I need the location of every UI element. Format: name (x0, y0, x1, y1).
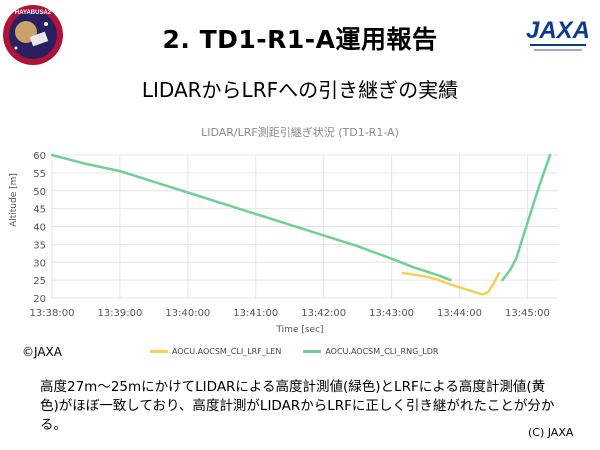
jaxa-logo-text: JAXA (526, 17, 590, 44)
y-tick-label: 20 (33, 294, 46, 305)
x-tick-label: 13:43:00 (369, 308, 414, 319)
legend-item-lrf: AOCU.AOCSM_CLI_LRF_LEN (150, 347, 281, 356)
y-tick-label: 25 (33, 276, 46, 287)
jaxa-logo: JAXA (526, 17, 590, 51)
series-line-lrf (401, 271, 501, 296)
altitude-chart: LIDAR/LRF測距引継ぎ状況 (TD1-R1-A) 20 25 30 35 40 45… (9, 125, 558, 335)
series-line-lidar (50, 153, 452, 282)
y-tick-labels: 20 25 30 35 40 45 50 55 60 (33, 151, 46, 305)
x-axis-label: Time [sec] (275, 325, 323, 335)
series-line-lidar (501, 153, 552, 282)
credit-right: (C) JAXA (528, 426, 574, 439)
legend-label-lidar: AOCU.AOCSM_CLI_RNG_LDR (325, 347, 439, 356)
y-tick-label: 55 (33, 169, 46, 180)
x-tick-label: 13:38:00 (30, 308, 75, 319)
series-lines (50, 153, 552, 296)
legend-swatch-lidar (303, 350, 322, 353)
x-tick-label: 13:45:00 (505, 308, 550, 319)
x-tick-label: 13:42:00 (301, 308, 346, 319)
chart-title: LIDAR/LRF測距引継ぎ状況 (TD1-R1-A) (201, 125, 399, 139)
slide-title: 2. TD1-R1-A運用報告 (162, 25, 438, 54)
x-tick-label: 13:39:00 (97, 308, 142, 319)
x-tick-label: 13:44:00 (437, 308, 482, 319)
x-tick-labels: 13:38:00 13:39:00 13:40:00 13:41:00 13:42:00… (30, 308, 550, 319)
y-axis-label: Altitude [m] (9, 173, 19, 227)
y-tick-label: 60 (33, 151, 46, 162)
credit-left: ©JAXA (22, 345, 62, 359)
legend-label-lrf: AOCU.AOCSM_CLI_LRF_LEN (172, 347, 282, 356)
logo-left-label: HAYABUSA2 (15, 10, 52, 16)
slide-subtitle: LIDARからLRFへの引き継ぎの実績 (141, 78, 459, 102)
grid-lines (51, 154, 558, 299)
legend-item-lidar: AOCU.AOCSM_CLI_RNG_LDR (303, 347, 438, 356)
chart-legend: AOCU.AOCSM_CLI_LRF_LEN AOCU.AOCSM_CLI_RN… (150, 347, 438, 356)
legend-swatch-lrf (150, 350, 168, 353)
y-tick-label: 50 (33, 187, 46, 198)
x-tick-label: 13:41:00 (233, 308, 278, 319)
slide-caption: 高度27m～25mにかけてLIDARによる高度計測値(緑色)とLRFによる高度計… (40, 379, 555, 433)
y-tick-label: 35 (33, 240, 46, 251)
y-tick-label: 40 (33, 223, 46, 234)
y-tick-label: 45 (33, 205, 46, 216)
hayabusa2-mission-logo: HAYABUSA2 (3, 5, 63, 65)
x-tick-label: 13:40:00 (165, 308, 210, 319)
y-tick-label: 30 (33, 258, 46, 269)
